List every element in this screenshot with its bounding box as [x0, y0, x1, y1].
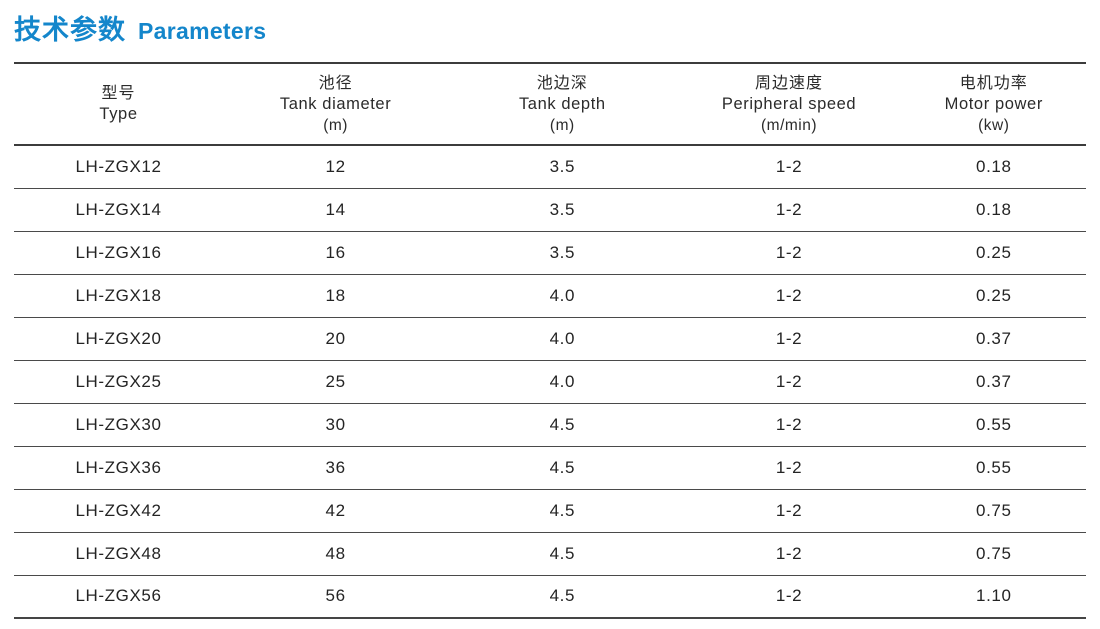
value-cell: 0.18 — [901, 188, 1086, 232]
value-cell: 3.5 — [448, 188, 677, 232]
table-header-row: 型号 Type 池径 Tank diameter (m) 池边深 Tank depth (m)… — [14, 63, 1086, 146]
column-header-line: Tank diameter — [279, 94, 392, 113]
model-cell: LH-ZGX56 — [14, 575, 224, 619]
value-cell: 20 — [223, 317, 449, 361]
table-row: LH-ZGX36 36 4.5 1-2 0.55 — [14, 446, 1086, 490]
model-cell: LH-ZGX18 — [14, 274, 224, 318]
column-header-line: Tank depth — [518, 94, 606, 113]
table-row: LH-ZGX12 12 3.5 1-2 0.18 — [14, 145, 1086, 189]
column-header-line: Motor power — [944, 94, 1043, 113]
column-header-line: (m) — [323, 116, 348, 134]
column-header-line: (kw) — [978, 116, 1010, 134]
model-cell: LH-ZGX20 — [14, 317, 224, 361]
model-cell: LH-ZGX16 — [14, 231, 224, 275]
column-header-line: 型号 — [101, 85, 136, 102]
value-cell: 1-2 — [676, 274, 902, 318]
column-header-line: 池径 — [318, 74, 353, 92]
page-title-zh: 技术参数 — [14, 15, 126, 45]
value-cell: 1-2 — [676, 446, 902, 490]
value-cell: 0.75 — [901, 532, 1086, 576]
parameters-table: 型号 Type 池径 Tank diameter (m) 池边深 Tank depth (m)… — [14, 62, 1086, 619]
model-cell: LH-ZGX14 — [14, 188, 224, 232]
value-cell: 3.5 — [448, 145, 677, 189]
value-cell: 4.5 — [448, 489, 677, 533]
model-cell: LH-ZGX48 — [14, 532, 224, 576]
value-cell: 4.5 — [448, 446, 677, 490]
column-header: 型号 Type — [14, 63, 224, 146]
table-row: LH-ZGX48 48 4.5 1-2 0.75 — [14, 532, 1086, 576]
value-cell: 1-2 — [676, 231, 902, 275]
value-cell: 1-2 — [676, 360, 902, 404]
value-cell: 56 — [223, 575, 449, 619]
column-header: 池边深 Tank depth (m) — [448, 63, 677, 146]
value-cell: 1-2 — [676, 575, 902, 619]
column-header-line: (m) — [549, 116, 575, 134]
model-cell: LH-ZGX30 — [14, 403, 224, 447]
value-cell: 1-2 — [676, 532, 902, 576]
value-cell: 48 — [223, 532, 449, 576]
value-cell: 0.25 — [901, 231, 1086, 275]
column-header: 周边速度 Peripheral speed (m/min) — [676, 63, 902, 146]
value-cell: 14 — [223, 188, 449, 232]
model-cell: LH-ZGX25 — [14, 360, 224, 404]
value-cell: 18 — [223, 274, 449, 318]
value-cell: 0.25 — [901, 274, 1086, 318]
value-cell: 12 — [223, 145, 449, 189]
value-cell: 42 — [223, 489, 449, 533]
value-cell: 0.55 — [901, 446, 1086, 490]
page-title: 技术参数 Parameters — [14, 8, 1086, 47]
model-cell: LH-ZGX12 — [14, 145, 224, 189]
value-cell: 36 — [223, 446, 449, 490]
value-cell: 1-2 — [676, 317, 902, 361]
value-cell: 0.37 — [901, 317, 1086, 361]
value-cell: 16 — [223, 231, 449, 275]
page-title-en: Parameters — [138, 18, 267, 44]
value-cell: 0.18 — [901, 145, 1086, 189]
value-cell: 4.5 — [448, 532, 677, 576]
value-cell: 1-2 — [676, 403, 902, 447]
column-header-line: 周边速度 — [755, 74, 824, 92]
value-cell: 0.37 — [901, 360, 1086, 404]
table-body: LH-ZGX12 12 3.5 1-2 0.18 LH-ZGX14 14 3.5 1-2 0.18… — [14, 145, 1086, 619]
table-row: LH-ZGX20 20 4.0 1-2 0.37 — [14, 317, 1086, 361]
table-row: LH-ZGX30 30 4.5 1-2 0.55 — [14, 403, 1086, 447]
value-cell: 3.5 — [448, 231, 677, 275]
column-header-line: Type — [99, 105, 138, 123]
value-cell: 4.0 — [448, 317, 677, 361]
value-cell: 0.55 — [901, 403, 1086, 447]
value-cell: 1-2 — [676, 489, 902, 533]
table-row: LH-ZGX56 56 4.5 1-2 1.10 — [14, 575, 1086, 619]
table-row: LH-ZGX25 25 4.0 1-2 0.37 — [14, 360, 1086, 404]
table-row: LH-ZGX16 16 3.5 1-2 0.25 — [14, 231, 1086, 275]
value-cell: 4.0 — [448, 274, 677, 318]
column-header: 电机功率 Motor power (kw) — [901, 63, 1086, 146]
value-cell: 0.75 — [901, 489, 1086, 533]
value-cell: 4.5 — [448, 575, 677, 619]
table-row: LH-ZGX42 42 4.5 1-2 0.75 — [14, 489, 1086, 533]
value-cell: 4.0 — [448, 360, 677, 404]
value-cell: 1.10 — [901, 575, 1086, 619]
column-header: 池径 Tank diameter (m) — [223, 63, 449, 146]
column-header-line: 电机功率 — [959, 74, 1028, 92]
column-header-line: (m/min) — [761, 116, 818, 134]
model-cell: LH-ZGX36 — [14, 446, 224, 490]
table-row: LH-ZGX14 14 3.5 1-2 0.18 — [14, 188, 1086, 232]
value-cell: 30 — [223, 403, 449, 447]
table-row: LH-ZGX18 18 4.0 1-2 0.25 — [14, 274, 1086, 318]
value-cell: 4.5 — [448, 403, 677, 447]
column-header-line: 池边深 — [536, 74, 588, 92]
value-cell: 1-2 — [676, 145, 902, 189]
column-header-line: Peripheral speed — [721, 94, 857, 113]
value-cell: 1-2 — [676, 188, 902, 232]
value-cell: 25 — [223, 360, 449, 404]
model-cell: LH-ZGX42 — [14, 489, 224, 533]
